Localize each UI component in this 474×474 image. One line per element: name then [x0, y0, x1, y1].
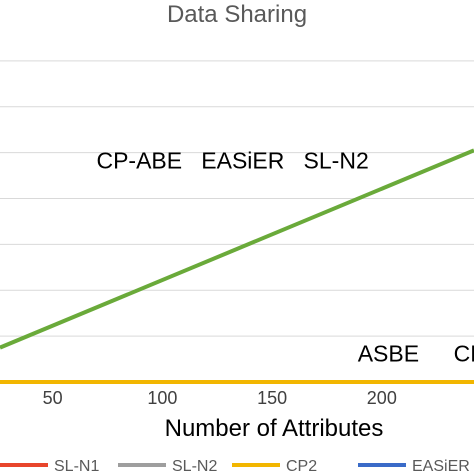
series-lines: [0, 148, 474, 384]
annotations: CP-ABE EASiER SL-N2 ASBE CP: [96, 148, 474, 367]
legend: SL-N1 SL-N2 CP2 EASiER: [0, 458, 470, 474]
x-tick-label: 100: [147, 388, 177, 408]
legend-label: SL-N1: [54, 458, 99, 474]
annotation-label: CP: [454, 340, 474, 366]
legend-label: EASiER: [412, 458, 470, 474]
x-tick-label: 200: [367, 388, 397, 408]
series-line-unlabeled-4: [0, 148, 474, 350]
legend-label: SL-N2: [172, 458, 217, 474]
x-axis-label: Number of Attributes: [165, 415, 384, 442]
grid: [0, 60, 474, 337]
x-tick-label: 150: [257, 388, 287, 408]
chart-title: Data Sharing: [167, 1, 307, 28]
annotation-label: ASBE: [358, 340, 419, 366]
x-tick-label: 50: [43, 388, 63, 408]
x-axis-ticks: 50 100 150 200: [43, 388, 397, 408]
annotation-label: CP-ABE EASiER SL-N2: [96, 148, 368, 174]
legend-label: CP2: [286, 458, 317, 474]
